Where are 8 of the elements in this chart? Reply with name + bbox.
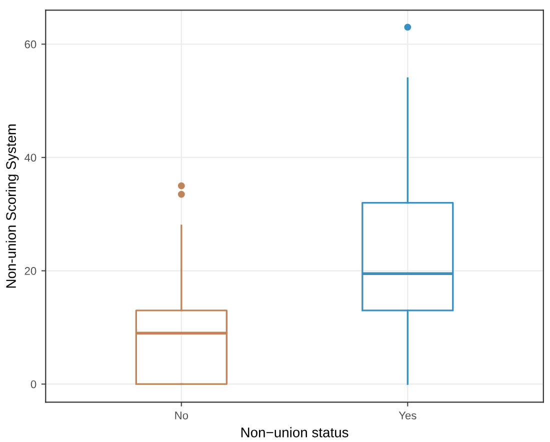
x-tick-label: Yes [398, 412, 416, 420]
y-tick-label: 0 [30, 380, 36, 388]
y-tick-label: 40 [24, 154, 36, 162]
x-tick-label: No [175, 412, 188, 420]
y-tick-label: 20 [24, 267, 36, 275]
x-axis-title: Non−union status [241, 427, 348, 438]
y-axis-title: Non-union Scoring System [6, 124, 19, 288]
y-tick-label: 60 [24, 40, 36, 48]
